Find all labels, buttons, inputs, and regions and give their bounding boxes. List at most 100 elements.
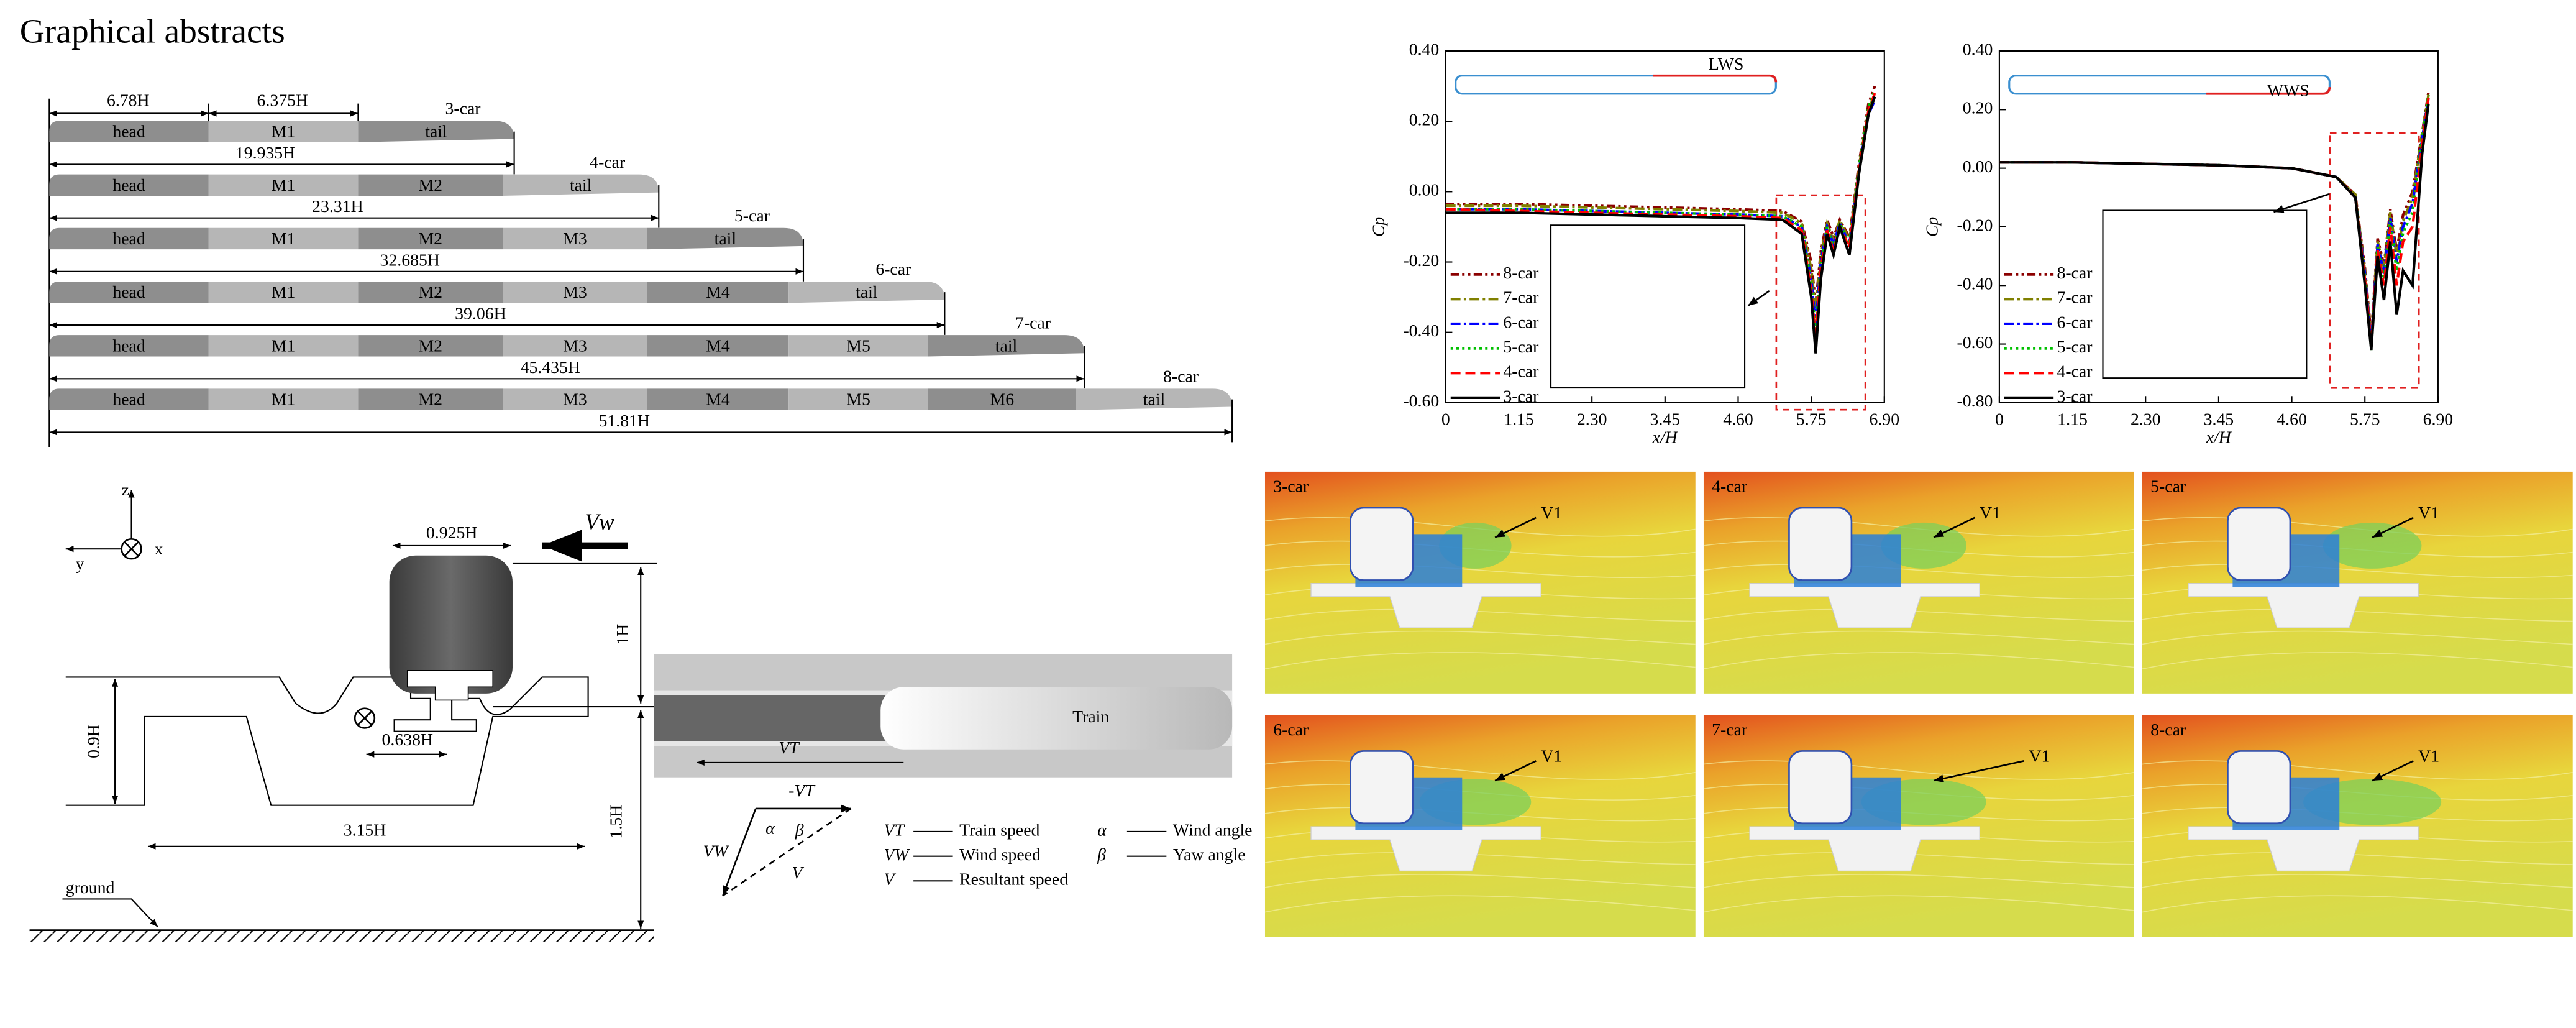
train-section [1788,750,1853,825]
flow-fields: 3-car V1 4-car V1 5-car V1 6-car V1 7-car V1 8-car… [1264,471,2573,937]
car [358,281,503,303]
streamline [1703,564,2134,579]
legend-label: 6-car [1503,313,1538,332]
car [503,281,647,303]
car-label: M3 [563,229,587,249]
car [358,121,514,142]
dim-label: 0.9H [84,724,104,758]
field-label: 6-car [1273,720,1309,740]
model-label: 7-car [1015,313,1051,333]
track [2188,583,2419,628]
train-section [1788,507,1853,581]
car [208,174,359,196]
legend-label: 8-car [2057,264,2092,283]
car [647,388,789,410]
track-outline [65,676,589,806]
car [208,227,359,250]
car [503,227,647,250]
car-label: tail [995,336,1018,356]
x-tick-label: 1.15 [1504,410,1534,429]
train-body [389,555,513,694]
train-models: 6.78H 6.375H head M1 tail 3-car 19.935H head M1 M… [48,91,1233,447]
speed-label: VT [779,738,800,758]
y-tick-label: 0.00 [1409,181,1440,200]
car [358,174,503,196]
wind-label: Vw [585,510,614,535]
zoom-box [2329,132,2420,389]
car-label: M1 [272,176,296,195]
car-label: M3 [563,336,587,356]
streamline [1703,652,2134,669]
y-tick-label: 0.40 [1963,40,1993,59]
car-label: head [112,229,145,249]
vector-label: V [792,863,804,883]
streamline [2142,564,2573,579]
legend-label: 3-car [1503,387,1538,406]
train-side [880,687,1233,750]
legend-label: 4-car [1503,362,1538,382]
car [647,335,789,357]
y-tick-label: -0.20 [1403,251,1439,270]
vortex-label: V1 [1541,503,1562,523]
train-shadow [654,695,897,741]
legend-label: 5-car [1503,337,1538,357]
vortex-label: V1 [2418,503,2439,523]
dim-label: 6.78H [107,91,150,110]
streamline [1264,874,1696,888]
model-label: 4-car [590,153,625,172]
car-label: M2 [418,390,442,410]
flow-field [2142,471,2573,694]
dim-label: 6.375H [257,91,308,110]
axis-label: x [155,539,163,559]
car-label: head [112,283,145,302]
car-label: head [112,176,145,195]
wind-side [2206,87,2331,95]
car [788,388,928,410]
dim-label: 39.06H [455,305,506,324]
car [49,281,209,303]
car [928,388,1076,410]
car [647,227,803,250]
page-title: Graphical abstracts [20,12,285,50]
velocity-triangle: -VT VW V α β [703,781,852,897]
vortex-arrow [1494,516,1537,538]
axis-label: y [76,554,84,574]
streamline [1703,895,2134,913]
y-tick-label: -0.40 [1957,275,1993,294]
car [208,121,359,142]
legend-label: 5-car [2057,337,2092,357]
symbol-legend: VT Train speed VW Wind speed V Resultant spee… [884,820,1253,889]
wind-side [1652,74,1778,83]
legend-label: 4-car [2057,362,2092,382]
legend-label: 6-car [2057,313,2092,332]
flow-field [1264,715,1696,937]
streamline [2142,760,2573,780]
train-section [1350,507,1414,581]
streamline [2142,874,2573,888]
x-axis-title: x/H [1652,428,1679,447]
legend-symbol: β [1097,845,1106,865]
dim-label: 0.925H [426,523,477,543]
field-label: 8-car [2150,720,2186,740]
car [647,281,789,303]
car-label: M6 [990,390,1015,410]
x-tick-label: 5.75 [2350,410,2380,429]
angle-label: β [795,820,804,840]
series-line [1999,103,2430,351]
car [49,335,209,357]
car [358,388,503,410]
ground-label: ground [66,878,115,897]
side-label: WWS [2267,81,2309,100]
car-label: M4 [706,283,730,302]
dim-label: 19.935H [235,144,295,163]
car-label: M4 [706,336,730,356]
y-axis-title: Cp [1369,217,1388,237]
legend-text: Resultant speed [959,870,1068,889]
car [49,227,209,250]
car [358,335,503,357]
streamline [1703,760,2134,780]
car-label: tail [570,176,592,195]
series-line [1445,93,1876,340]
vortex-label: V1 [2418,746,2439,766]
charts: 0 1.15 2.30 3.45 4.60 5.75 6.90 0.40 0.20 0.00 -0.… [1369,40,2453,447]
